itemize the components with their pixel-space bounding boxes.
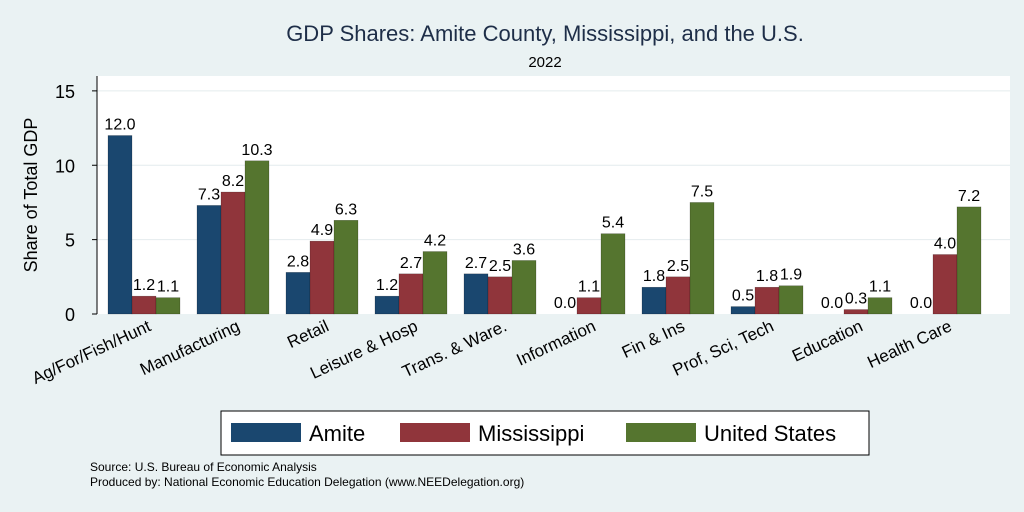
bar-amite-6	[641, 286, 667, 315]
y-tick-label-3: 15	[55, 82, 75, 102]
bar-label-united-states-4: 3.6	[513, 241, 535, 258]
y-tick-label-2: 10	[55, 156, 75, 176]
y-ticks: 0 5 10 15	[55, 82, 97, 325]
legend-label-united-states: United States	[704, 421, 836, 446]
bar-label-united-states-9: 7.2	[958, 188, 980, 205]
bar-united-states-1	[244, 160, 270, 315]
bar-united-states-9	[956, 206, 982, 315]
bar-label-united-states-1: 10.3	[241, 142, 272, 159]
bar-united-states-3	[422, 251, 448, 315]
bar-label-mississippi-3: 2.7	[400, 255, 422, 272]
bar-amite-1	[196, 205, 222, 315]
bar-mississippi-2	[309, 240, 335, 315]
bar-label-united-states-2: 6.3	[335, 201, 357, 218]
bar-united-states-6	[689, 202, 715, 315]
bar-united-states-0	[155, 297, 181, 315]
chart-title: GDP Shares: Amite County, Mississippi, a…	[286, 21, 804, 46]
bar-label-united-states-6: 7.5	[691, 183, 713, 200]
bar-label-amite-8: 0.0	[821, 295, 843, 312]
bar-united-states-7	[778, 285, 804, 315]
bar-label-amite-0: 12.0	[104, 117, 135, 134]
bar-label-mississippi-0: 1.2	[133, 277, 155, 294]
legend-label-amite: Amite	[309, 421, 365, 446]
bars	[107, 135, 982, 315]
bar-labels: 12.01.2 1.17.38.210.32.84.96.31.22.74.22.…	[104, 117, 980, 313]
chart-subtitle: 2022	[528, 54, 561, 71]
bar-amite-7	[730, 306, 756, 315]
bar-label-mississippi-8: 0.3	[845, 291, 867, 308]
bar-united-states-2	[333, 220, 359, 315]
bar-label-amite-9: 0.0	[910, 295, 932, 312]
bar-united-states-5	[600, 233, 626, 315]
bar-label-mississippi-2: 4.9	[311, 222, 333, 239]
bar-label-mississippi-1: 8.2	[222, 173, 244, 190]
y-tick-label-1: 5	[65, 231, 75, 251]
bar-label-mississippi-7: 1.8	[756, 268, 778, 285]
bar-amite-4	[463, 273, 489, 315]
bar-mississippi-5	[576, 297, 602, 315]
bar-label-mississippi-4: 2.5	[489, 258, 511, 275]
bar-label-amite-1: 7.3	[198, 186, 220, 203]
bar-label-amite-4: 2.7	[465, 255, 487, 272]
legend: Amite Mississippi United States	[220, 410, 870, 456]
bar-label-amite-5: 0.0	[554, 295, 576, 312]
bar-mississippi-0	[131, 295, 157, 315]
source-note: Source: U.S. Bureau of Economic Analysis	[90, 460, 317, 474]
bar-mississippi-7	[754, 286, 780, 315]
bar-label-united-states-7: 1.9	[780, 267, 802, 284]
legend-box	[220, 410, 870, 456]
bar-mississippi-4	[487, 276, 513, 315]
bar-mississippi-9	[932, 254, 958, 315]
y-tick-label-0: 0	[65, 305, 75, 325]
bar-united-states-8	[867, 297, 893, 315]
bar-mississippi-6	[665, 276, 691, 315]
bar-mississippi-1	[220, 191, 246, 315]
bar-label-amite-3: 1.2	[376, 277, 398, 294]
y-axis-label: Share of Total GDP	[21, 118, 41, 273]
bar-label-united-states-8: 1.1	[869, 279, 891, 296]
bar-label-amite-2: 2.8	[287, 253, 309, 270]
bar-united-states-4	[511, 260, 537, 315]
bar-label-mississippi-6: 2.5	[667, 258, 689, 275]
bar-label-amite-6: 1.8	[643, 268, 665, 285]
legend-swatch-mississippi	[400, 423, 470, 442]
bar-label-united-states-3: 4.2	[424, 233, 446, 250]
bar-label-united-states-0: 1.1	[157, 279, 179, 296]
bar-label-united-states-5: 5.4	[602, 215, 624, 232]
produced-by-note: Produced by: National Economic Education…	[90, 475, 525, 489]
bar-mississippi-8	[843, 309, 869, 315]
bar-mississippi-3	[398, 273, 424, 315]
legend-swatch-united-states	[626, 423, 696, 442]
legend-label-mississippi: Mississippi	[478, 421, 584, 446]
bar-amite-3	[374, 295, 400, 315]
bar-label-mississippi-9: 4.0	[934, 236, 956, 253]
bar-amite-0	[107, 135, 133, 315]
bar-amite-2	[285, 272, 311, 315]
bar-label-mississippi-5: 1.1	[578, 279, 600, 296]
bar-label-amite-7: 0.5	[732, 288, 754, 305]
legend-swatch-amite	[231, 423, 301, 442]
